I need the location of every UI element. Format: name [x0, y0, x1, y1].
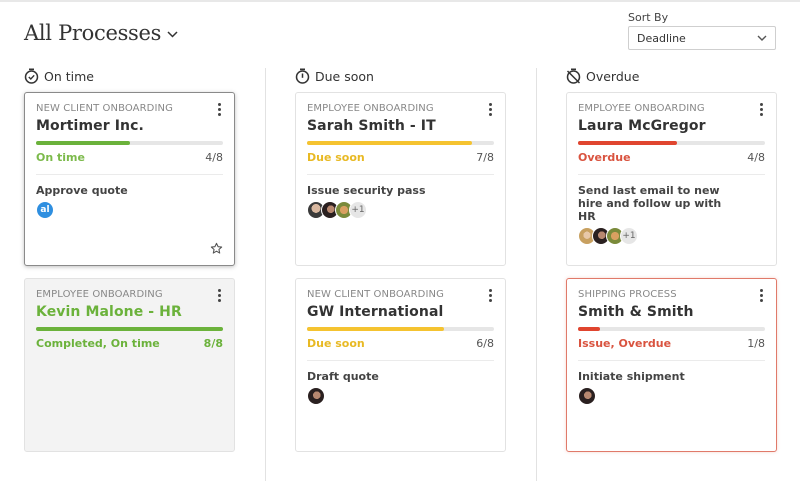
process-card[interactable]: EMPLOYEE ONBOARDING Kevin Malone - HR Co…: [24, 278, 235, 452]
current-task: Draft quote: [307, 370, 379, 383]
status-label: Completed, On time: [36, 337, 160, 350]
sort-by-value: Deadline: [637, 31, 686, 45]
status-label: Overdue: [578, 151, 631, 164]
progress-bar: [307, 327, 494, 331]
process-type: SHIPPING PROCESS: [578, 289, 677, 300]
step-count: 7/8: [476, 151, 494, 164]
progress-bar: [578, 141, 765, 145]
process-card[interactable]: EMPLOYEE ONBOARDING Laura McGregor Overd…: [566, 92, 777, 266]
process-name: Mortimer Inc.: [36, 118, 144, 134]
avatar[interactable]: [578, 387, 596, 405]
column-header-due-soon: Due soon: [295, 68, 374, 84]
process-view-dropdown[interactable]: All Processes: [24, 21, 178, 45]
more-options-icon[interactable]: [760, 289, 764, 302]
avatar[interactable]: [307, 387, 325, 405]
status-label: Due soon: [307, 151, 365, 164]
assignees: +1: [578, 227, 765, 245]
more-assignees-badge[interactable]: +1: [349, 201, 367, 219]
column-divider: [536, 68, 537, 481]
current-task: Send last email to new hire and follow u…: [578, 184, 722, 223]
column-header-overdue: Overdue: [566, 68, 639, 84]
process-name: Sarah Smith - IT: [307, 118, 436, 134]
assignees: [578, 387, 765, 405]
current-task: Initiate shipment: [578, 370, 685, 383]
step-count: 6/8: [476, 337, 494, 350]
progress-bar: [36, 141, 223, 145]
chevron-down-icon: [167, 31, 178, 38]
stopwatch-off-icon: [566, 68, 581, 84]
process-type: EMPLOYEE ONBOARDING: [36, 289, 163, 300]
more-options-icon[interactable]: [218, 289, 222, 302]
process-type: EMPLOYEE ONBOARDING: [307, 103, 434, 114]
assignees: al: [36, 201, 223, 219]
more-assignees-badge[interactable]: +1: [620, 227, 638, 245]
status-label: Issue, Overdue: [578, 337, 672, 350]
stopwatch-alert-icon: [295, 68, 310, 84]
process-name: Smith & Smith: [578, 304, 694, 320]
page-title: All Processes: [24, 21, 162, 45]
star-icon[interactable]: [210, 242, 223, 255]
column-divider: [265, 68, 266, 481]
card-divider: [578, 360, 765, 361]
stopwatch-check-icon: [24, 68, 39, 84]
card-divider: [307, 360, 494, 361]
top-border: [0, 0, 800, 2]
current-task: Approve quote: [36, 184, 128, 197]
process-card[interactable]: SHIPPING PROCESS Smith & Smith Issue, Ov…: [566, 278, 777, 452]
more-options-icon[interactable]: [489, 103, 493, 116]
assignees: [307, 387, 494, 405]
current-task: Issue security pass: [307, 184, 426, 197]
process-card[interactable]: NEW CLIENT ONBOARDING GW International D…: [295, 278, 506, 452]
more-options-icon[interactable]: [760, 103, 764, 116]
column-header-on-time: On time: [24, 68, 94, 84]
process-type: NEW CLIENT ONBOARDING: [307, 289, 444, 300]
progress-bar: [307, 141, 494, 145]
sort-by-select[interactable]: Deadline: [628, 26, 776, 50]
process-name: GW International: [307, 304, 444, 320]
sort-by-label: Sort By: [628, 11, 669, 24]
chevron-down-icon: [757, 35, 767, 41]
status-label: Due soon: [307, 337, 365, 350]
process-card[interactable]: EMPLOYEE ONBOARDING Sarah Smith - IT Due…: [295, 92, 506, 266]
progress-bar: [36, 327, 223, 331]
card-divider: [578, 174, 765, 175]
step-count: 1/8: [747, 337, 765, 350]
step-count: 4/8: [747, 151, 765, 164]
process-name: Kevin Malone - HR: [36, 304, 182, 320]
progress-bar: [578, 327, 765, 331]
card-divider: [36, 174, 223, 175]
step-count: 8/8: [203, 337, 223, 350]
status-label: On time: [36, 151, 85, 164]
card-divider: [307, 174, 494, 175]
process-type: NEW CLIENT ONBOARDING: [36, 103, 173, 114]
process-type: EMPLOYEE ONBOARDING: [578, 103, 705, 114]
more-options-icon[interactable]: [489, 289, 493, 302]
assignees: +1: [307, 201, 494, 219]
step-count: 4/8: [205, 151, 223, 164]
avatar[interactable]: al: [36, 201, 54, 219]
process-name: Laura McGregor: [578, 118, 706, 134]
more-options-icon[interactable]: [218, 103, 222, 116]
process-card[interactable]: NEW CLIENT ONBOARDING Mortimer Inc. On t…: [24, 92, 235, 266]
